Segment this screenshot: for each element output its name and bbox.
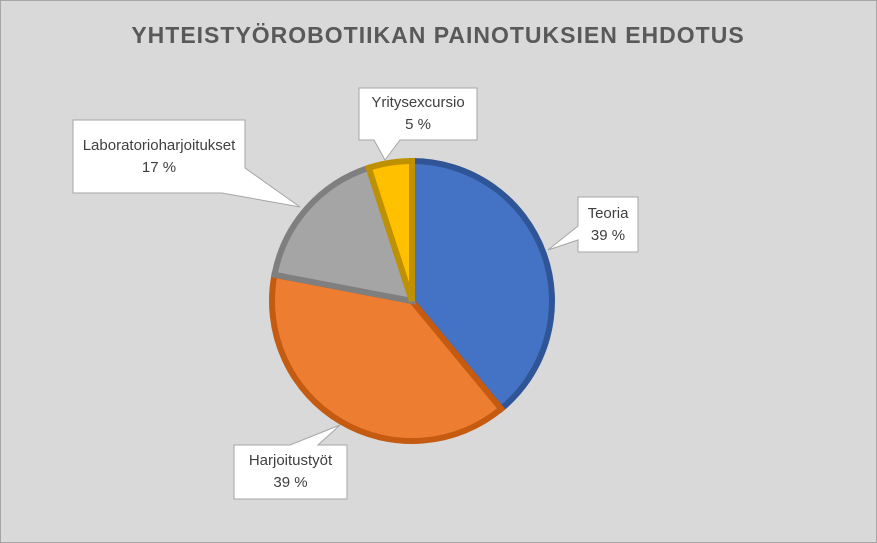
category-label: Harjoitustyöt xyxy=(248,452,333,469)
value-label: 39 % xyxy=(590,226,626,244)
pie-slice xyxy=(269,271,506,444)
value-label: 5 % xyxy=(405,116,431,133)
pie-slice xyxy=(364,157,415,302)
category-label: Yritysexcursio xyxy=(371,94,465,111)
category-label: Teoria xyxy=(587,204,629,222)
callout-label: Harjoitustyöt 39 % xyxy=(234,445,347,499)
category-label: Laboratorioharjoitukset xyxy=(82,136,236,154)
chart-title: YHTEISTYÖROBOTIIKAN PAINOTUKSIEN EHDOTUS xyxy=(131,22,744,48)
callout-box xyxy=(358,87,478,161)
callout-text: Yritysexcursio 5 % xyxy=(359,88,477,140)
callout-box xyxy=(233,424,348,500)
callout-label: Teoria 39 % xyxy=(578,197,638,252)
callout-text: Teoria 39 % xyxy=(578,197,638,252)
callout-box xyxy=(72,119,301,208)
callout-text: Laboratorioharjoitukset 17 % xyxy=(73,120,245,193)
callout-text: Harjoitustyöt 39 % xyxy=(234,445,347,499)
pie-slice xyxy=(409,157,555,414)
callout-label: Yritysexcursio 5 % xyxy=(359,88,477,140)
value-label: 39 % xyxy=(273,474,308,491)
value-label: 17 % xyxy=(141,158,177,176)
callout-box xyxy=(547,196,639,253)
callout-label: Laboratorioharjoitukset 17 % xyxy=(73,120,245,193)
